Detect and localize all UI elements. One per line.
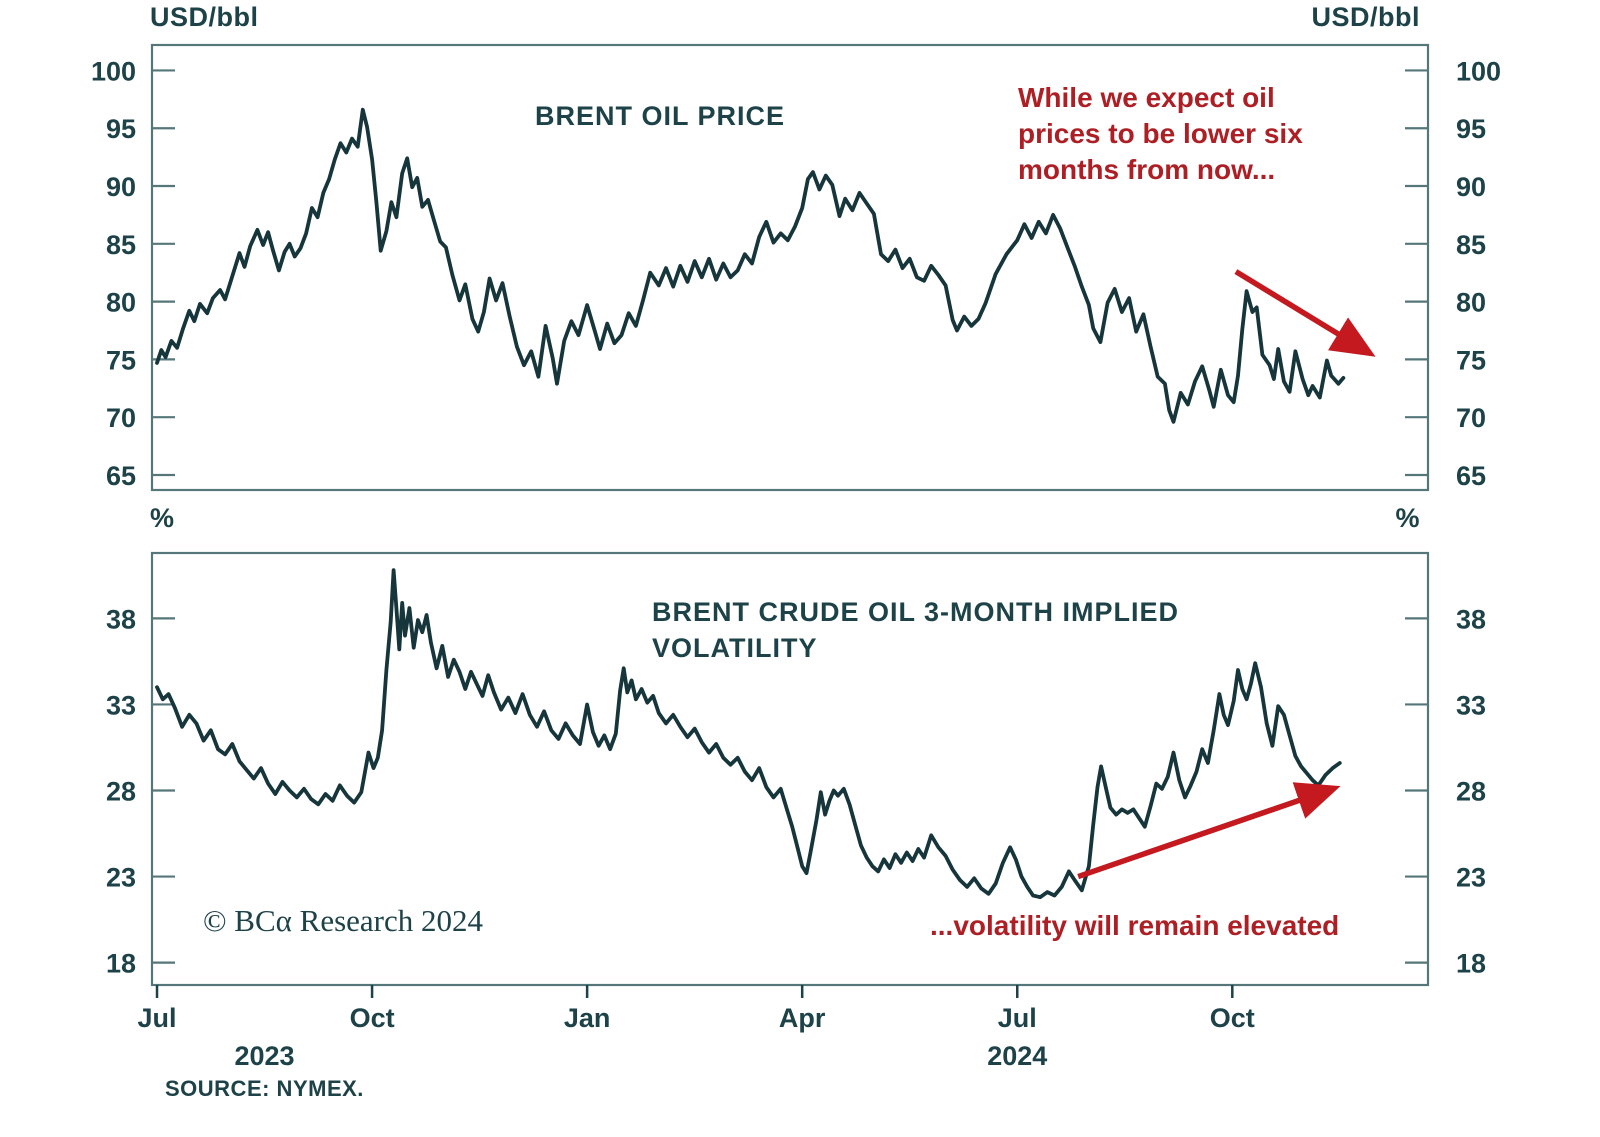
- vol-chart-title: BRENT CRUDE OIL 3-MONTH IMPLIED VOLATILI…: [652, 597, 1180, 663]
- copyright-notice: © BCα Research 2024: [203, 903, 483, 938]
- plot-border: [150, 43, 1430, 492]
- x-tick-label: Jul: [998, 1003, 1037, 1033]
- y-tick-label-left: 23: [106, 863, 136, 893]
- y-tick-label-right: 100: [1456, 56, 1501, 86]
- price-unit-label-left: USD/bbl: [150, 2, 259, 32]
- y-tick-label-left: 75: [106, 345, 136, 375]
- x-tick-label: Apr: [779, 1003, 826, 1033]
- y-tick-label-right: 90: [1456, 172, 1486, 202]
- y-tick-label-left: 28: [106, 777, 136, 807]
- source-note: SOURCE: NYMEX.: [165, 1076, 364, 1101]
- price-forecast-arrow: [1234, 269, 1376, 357]
- y-tick-label-left: 38: [106, 604, 136, 634]
- y-tick-label-right: 23: [1456, 863, 1486, 893]
- y-tick-label-right: 75: [1456, 345, 1486, 375]
- x-tick-label: Jul: [138, 1003, 177, 1033]
- y-tick-label-left: 33: [106, 690, 136, 720]
- plot-border: [150, 551, 1430, 987]
- y-tick-label-left: 95: [106, 114, 136, 144]
- y-tick-label-left: 18: [106, 949, 136, 979]
- vol-unit-label-left: %: [150, 503, 175, 533]
- x-year-label: 2024: [987, 1041, 1047, 1071]
- x-tick-label: Oct: [1210, 1003, 1255, 1033]
- y-tick-label-right: 80: [1456, 288, 1486, 318]
- y-tick-label-left: 65: [106, 461, 136, 491]
- y-tick-label-right: 18: [1456, 949, 1486, 979]
- y-tick-label-right: 28: [1456, 777, 1486, 807]
- y-tick-label-left: 100: [91, 56, 136, 86]
- y-tick-label-right: 65: [1456, 461, 1486, 491]
- price-unit-label-right: USD/bbl: [1311, 2, 1420, 32]
- y-tick-label-left: 90: [106, 172, 136, 202]
- y-tick-label-left: 80: [106, 288, 136, 318]
- price-annotation: While we expect oil prices to be lower s…: [1018, 82, 1303, 185]
- price-chart-title: BRENT OIL PRICE: [535, 101, 786, 131]
- y-tick-label-right: 38: [1456, 604, 1486, 634]
- x-year-label: 2023: [235, 1041, 295, 1071]
- y-tick-label-right: 33: [1456, 690, 1486, 720]
- implied-volatility-line: [155, 568, 1342, 900]
- vol-annotation: ...volatility will remain elevated: [930, 910, 1340, 941]
- y-tick-label-left: 85: [106, 230, 136, 260]
- volatility-forecast-arrow: [1077, 782, 1341, 880]
- x-tick-label: Jan: [564, 1003, 611, 1033]
- y-tick-label-right: 70: [1456, 403, 1486, 433]
- y-tick-label-right: 95: [1456, 114, 1486, 144]
- x-tick-label: Oct: [350, 1003, 395, 1033]
- y-tick-label-left: 70: [106, 403, 136, 433]
- brent-price-line: [155, 107, 1346, 424]
- vol-unit-label-right: %: [1395, 503, 1420, 533]
- y-tick-label-right: 85: [1456, 230, 1486, 260]
